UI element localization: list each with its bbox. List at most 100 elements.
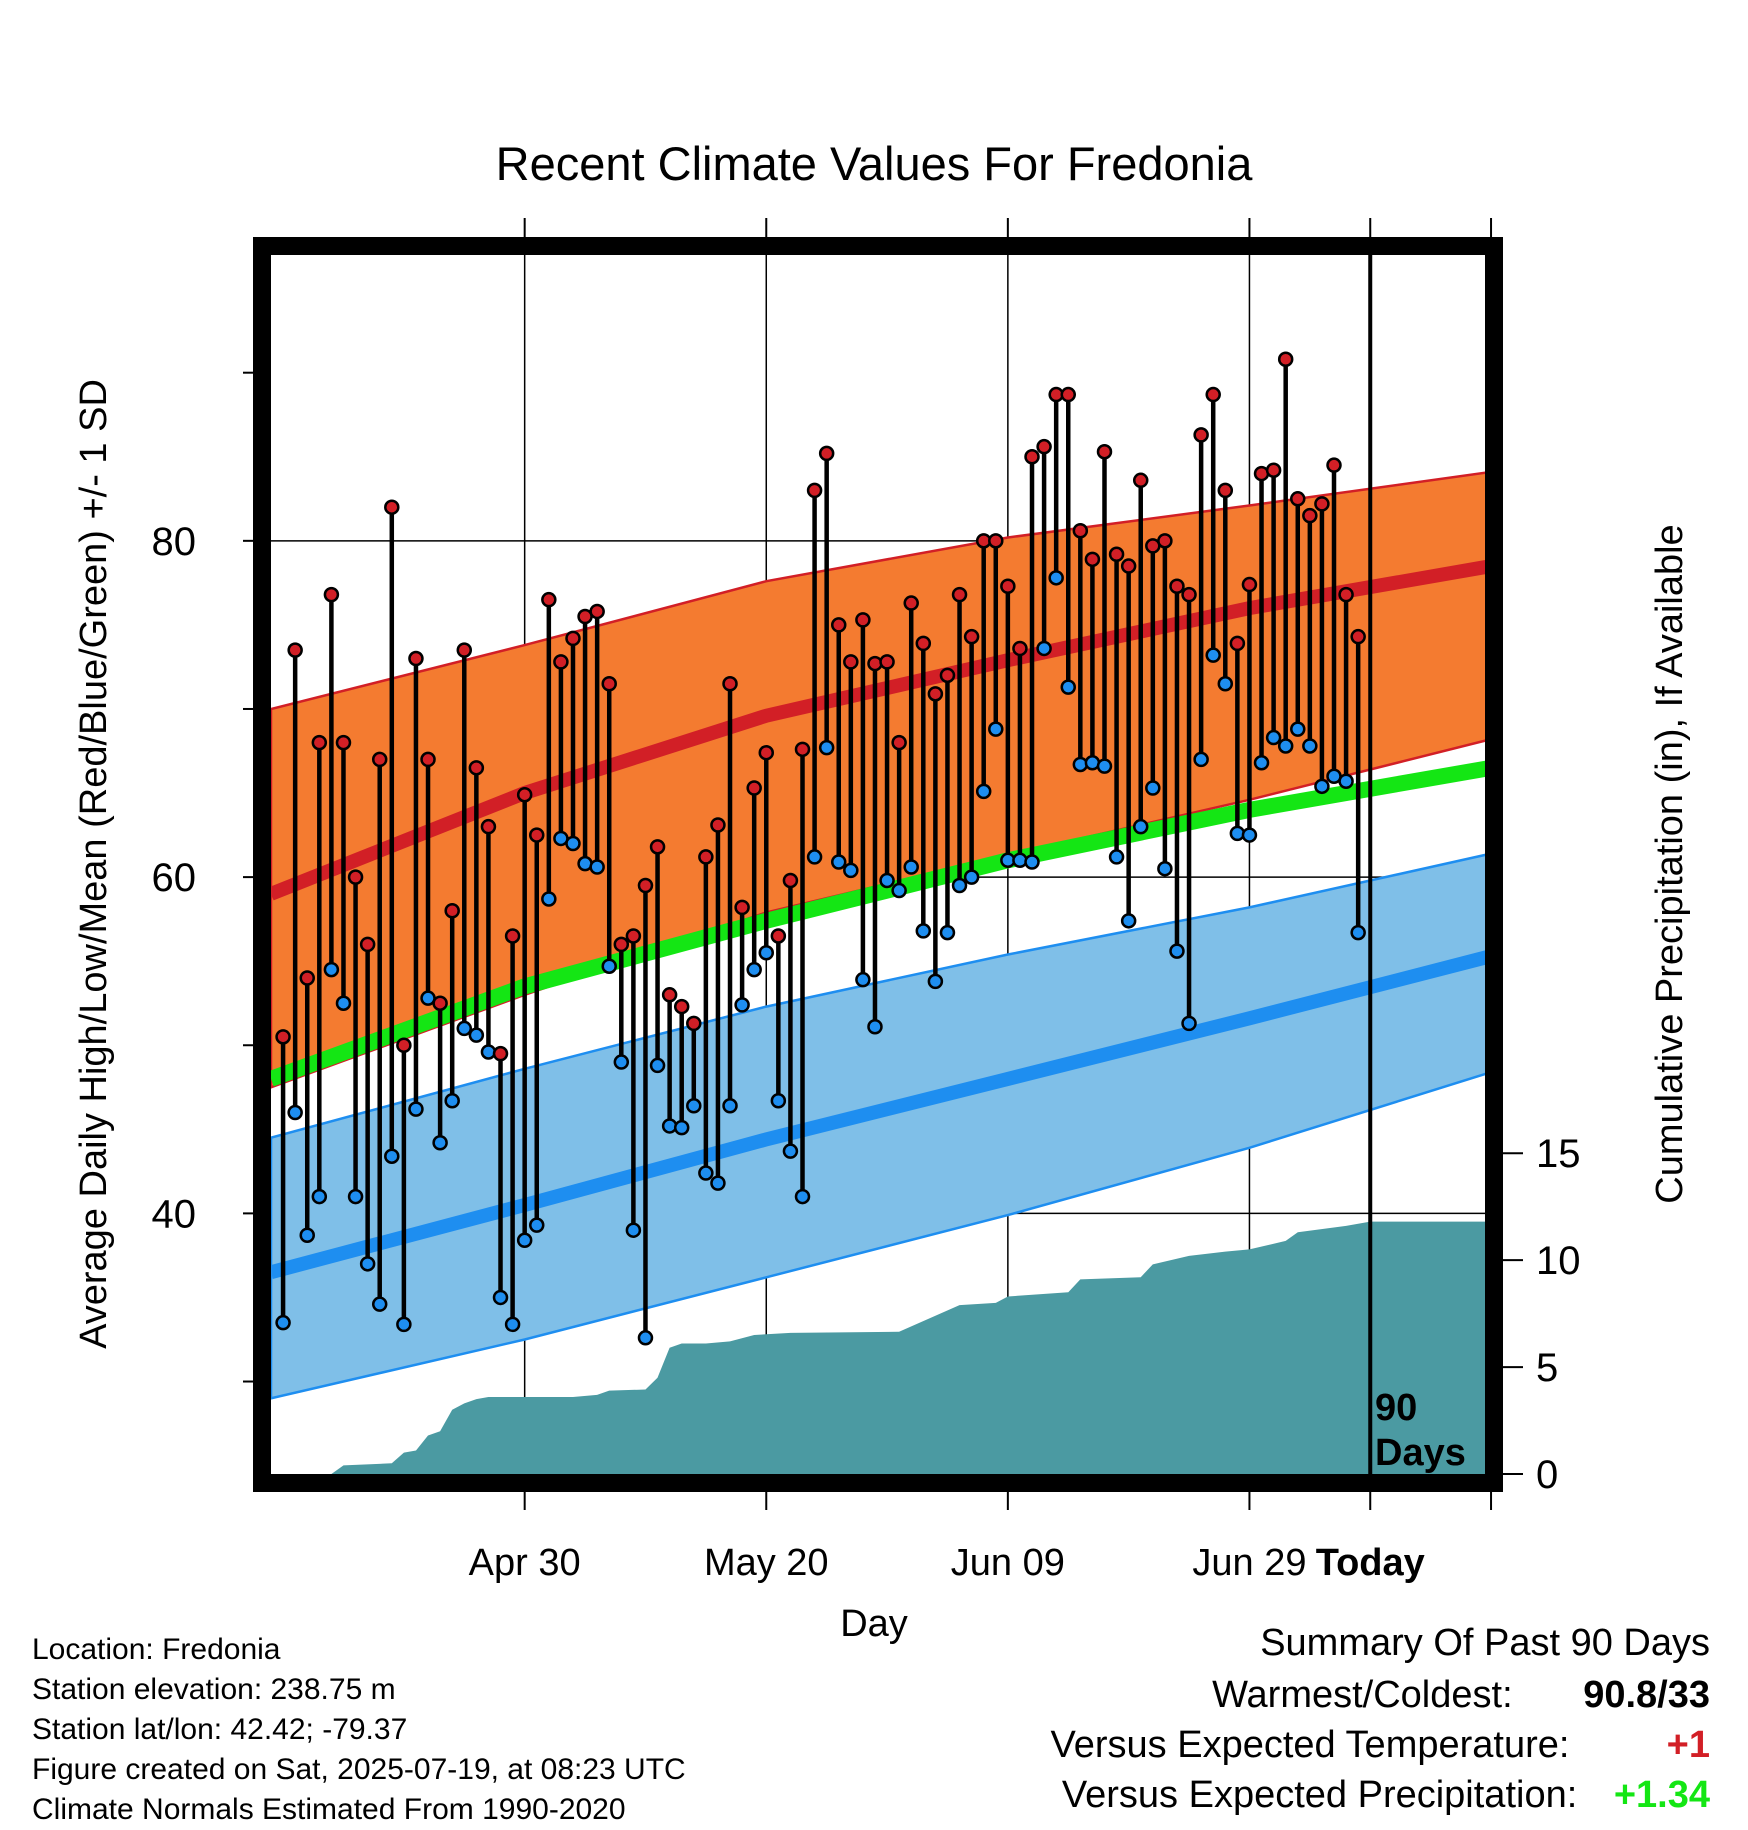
daily-low-point	[1338, 773, 1354, 790]
daily-low-point	[432, 1135, 448, 1151]
daily-high-point	[359, 936, 376, 953]
daily-high-point	[492, 1045, 509, 1062]
daily-low-point	[1036, 640, 1052, 657]
daily-high-point	[818, 445, 835, 462]
daily-high-point	[613, 936, 630, 953]
daily-high-point	[432, 995, 448, 1011]
daily-low-point	[1132, 818, 1149, 835]
daily-high-point	[1120, 558, 1137, 574]
daily-low-point	[1060, 679, 1077, 695]
daily-high-point	[601, 676, 617, 692]
y2-tick-label: 5	[1536, 1346, 1558, 1390]
daily-high-point	[770, 928, 787, 944]
daily-low-point	[927, 973, 944, 990]
daily-low-point	[359, 1256, 376, 1272]
x-tick-label: Jun 29	[1192, 1542, 1306, 1584]
daily-low-point	[963, 869, 980, 885]
daily-high-point	[939, 667, 956, 684]
daily-high-point	[565, 630, 581, 647]
daily-high-point	[275, 1029, 291, 1045]
daily-high-point	[335, 734, 352, 751]
daily-high-point	[384, 499, 400, 515]
daily-high-point	[408, 650, 424, 667]
daily-low-point	[335, 995, 352, 1011]
daily-high-point	[758, 744, 775, 761]
daily-low-point	[1169, 943, 1185, 959]
daily-high-point	[420, 751, 436, 768]
daily-high-point	[323, 586, 340, 603]
daily-high-point	[1193, 427, 1209, 443]
daily-high-point	[782, 872, 799, 889]
daily-low-point	[601, 958, 617, 974]
daily-high-point	[1181, 586, 1197, 603]
daily-low-point	[613, 1054, 630, 1070]
daily-low-point	[770, 1092, 787, 1109]
x-tick-label: Today	[1316, 1542, 1425, 1584]
daily-high-point	[1277, 351, 1294, 367]
daily-high-point	[1205, 386, 1221, 403]
daily-high-point	[1036, 438, 1052, 455]
daily-low-point	[468, 1027, 485, 1043]
summary-warmest-value: 90.8/33	[1583, 1674, 1710, 1716]
daily-high-point	[1012, 640, 1028, 657]
daily-high-point	[444, 902, 460, 919]
daily-high-point	[480, 818, 497, 835]
daily-low-point	[830, 854, 847, 870]
station-info: Location: Fredonia Station elevation: 23…	[32, 1630, 686, 1830]
daily-high-point	[698, 849, 714, 865]
daily-high-point	[830, 617, 847, 633]
daily-low-point	[686, 1098, 702, 1114]
normal-high-line	[271, 560, 1485, 901]
daily-high-point	[1157, 533, 1173, 549]
daily-low-point	[1157, 860, 1173, 877]
daily-low-point	[1302, 738, 1318, 754]
y2-axis-label: Cumulative Precipitation (in), If Availa…	[1649, 524, 1691, 1203]
info-elevation: Station elevation: 238.75 m	[32, 1673, 396, 1706]
x-axis-label: Day	[840, 1603, 908, 1645]
daily-low-point	[516, 1232, 533, 1249]
summary-temp-value: +1	[1666, 1724, 1710, 1766]
daily-low-point	[818, 739, 835, 756]
chart-title: Recent Climate Values For Fredonia	[496, 137, 1254, 190]
y2-tick-label: 10	[1536, 1239, 1581, 1283]
daily-high-point	[1024, 449, 1040, 465]
daily-low-point	[1205, 647, 1221, 663]
days-marker-label-number: 90	[1375, 1387, 1417, 1429]
daily-high-point	[625, 928, 642, 944]
daily-low-point	[1290, 721, 1306, 737]
daily-high-point	[589, 603, 605, 620]
daily-low-point	[975, 783, 992, 800]
daily-high-point	[637, 877, 654, 894]
daily-low-point	[275, 1314, 291, 1331]
daily-low-point	[347, 1188, 364, 1205]
daily-low-point	[698, 1165, 714, 1181]
daily-low-point	[988, 721, 1004, 737]
daily-high-point	[1060, 386, 1077, 403]
daily-high-point	[299, 970, 315, 986]
daily-low-point	[915, 923, 932, 939]
daily-low-point	[1024, 854, 1040, 870]
daily-high-point	[915, 635, 932, 652]
daily-high-point	[649, 839, 666, 855]
precip-area	[331, 1221, 1485, 1474]
daily-high-point	[1072, 522, 1089, 539]
daily-high-point	[1350, 628, 1366, 645]
daily-high-point	[951, 586, 968, 603]
daily-high-point	[504, 928, 521, 944]
daily-high-point	[891, 734, 907, 751]
daily-high-point	[661, 987, 678, 1003]
plot-frame	[253, 237, 1503, 1492]
daily-low-point	[879, 872, 895, 889]
y2-tick-label: 0	[1536, 1453, 1558, 1497]
x-tick-label: May 20	[704, 1542, 829, 1584]
daily-high-point	[963, 628, 980, 645]
daily-low-point	[541, 891, 557, 907]
daily-low-point	[649, 1057, 666, 1074]
daily-low-point	[794, 1188, 811, 1205]
daily-low-point	[1108, 849, 1125, 865]
daily-low-point	[673, 1119, 690, 1136]
daily-low-point	[1096, 758, 1113, 774]
daily-low-point	[1314, 778, 1330, 795]
daily-low-point	[299, 1227, 315, 1243]
daily-high-point	[311, 734, 328, 751]
